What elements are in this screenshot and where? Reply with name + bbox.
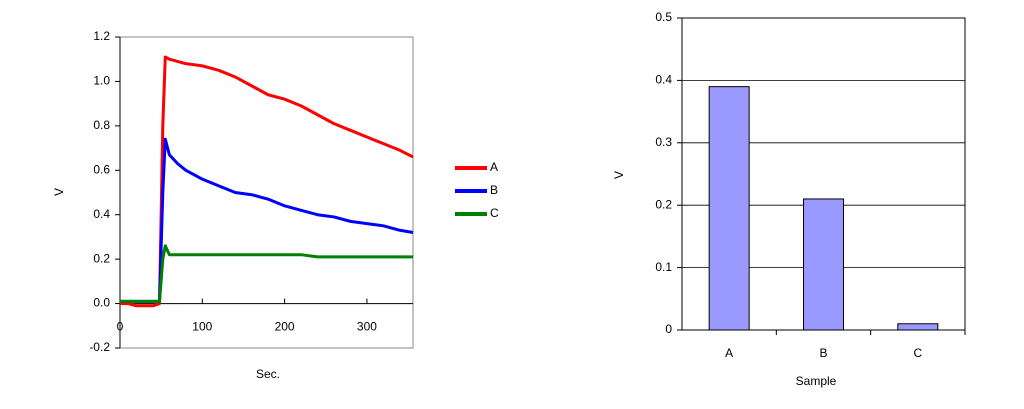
- x-tick-label: 0: [117, 320, 124, 334]
- y-tick-label: 0.4: [93, 207, 110, 221]
- y-tick-label: 1.0: [93, 74, 110, 88]
- legend-label: B: [490, 183, 498, 197]
- bar: [897, 323, 939, 331]
- y-tick-label: 0.4: [655, 73, 672, 87]
- data-line: [120, 244, 413, 303]
- x-axis-label: Sample: [796, 374, 837, 388]
- data-line: [120, 55, 414, 308]
- y-axis-label: V: [612, 171, 626, 179]
- y-tick-label: -0.2: [89, 340, 110, 354]
- y-tick-label: 0.3: [655, 135, 672, 149]
- x-tick-label: 100: [192, 320, 212, 334]
- x-tick-label: C: [913, 346, 922, 360]
- legend-label: C: [490, 206, 499, 220]
- bar: [803, 198, 844, 331]
- x-tick-label: A: [725, 346, 733, 360]
- x-axis-label: Sec.: [256, 367, 280, 381]
- y-tick-label: 0.5: [655, 10, 672, 24]
- data-line: [120, 137, 414, 303]
- y-tick-label: 0.1: [655, 260, 672, 274]
- y-axis-label: V: [52, 188, 66, 196]
- y-tick-label: 0.0: [93, 296, 110, 310]
- y-tick-label: 0.8: [93, 118, 110, 132]
- y-tick-label: 0: [665, 322, 672, 336]
- bar: [708, 86, 750, 331]
- x-tick-label: 200: [275, 320, 295, 334]
- y-tick-label: 0.6: [93, 162, 110, 176]
- y-tick-label: 1.2: [93, 29, 110, 43]
- x-tick-label: 300: [357, 320, 377, 334]
- x-tick-label: B: [819, 346, 827, 360]
- y-tick-label: 0.2: [655, 197, 672, 211]
- y-tick-label: 0.2: [93, 251, 110, 265]
- legend-label: A: [490, 160, 498, 174]
